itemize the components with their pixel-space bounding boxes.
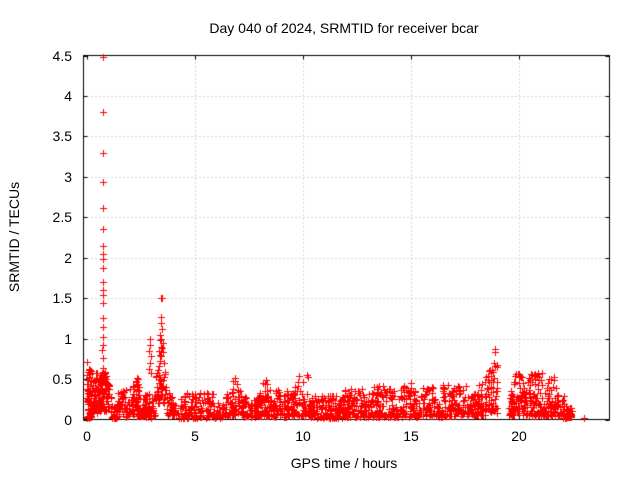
- x-tick-label: 15: [403, 428, 419, 444]
- x-tick-label: 0: [83, 428, 91, 444]
- y-tick-label: 4.5: [52, 48, 72, 64]
- x-tick-label: 20: [511, 428, 527, 444]
- x-tick-label: 5: [191, 428, 199, 444]
- x-tick-label: 10: [295, 428, 311, 444]
- y-axis-label: SRMTID / TECUs: [6, 181, 22, 293]
- y-tick-label: 3.5: [52, 128, 72, 144]
- chart-title: Day 040 of 2024, SRMTID for receiver bca…: [209, 20, 479, 36]
- y-tick-label: 0.5: [52, 371, 72, 387]
- y-tick-label: 2: [64, 250, 72, 266]
- y-tick-label: 3: [64, 169, 72, 185]
- y-tick-label: 2.5: [52, 209, 72, 225]
- y-tick-label: 4: [64, 88, 72, 104]
- y-tick-label: 1.5: [52, 290, 72, 306]
- y-tick-label: 0: [64, 412, 72, 428]
- y-tick-label: 1: [64, 331, 72, 347]
- x-axis-label: GPS time / hours: [290, 455, 398, 471]
